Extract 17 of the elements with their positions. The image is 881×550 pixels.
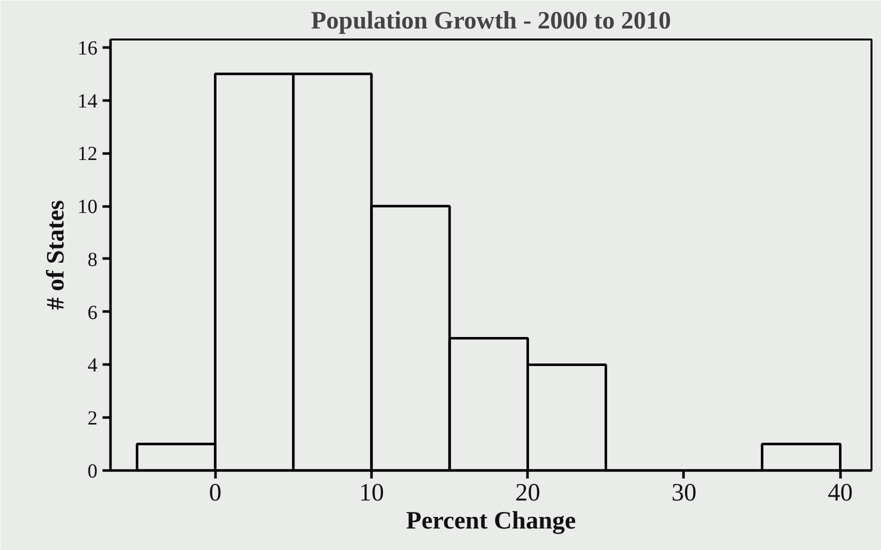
y-tick-label: 2: [88, 408, 98, 430]
y-tick-label: 14: [78, 90, 98, 112]
x-tick-label: 30: [671, 480, 696, 506]
x-tick-label: 20: [515, 480, 540, 506]
x-axis-title: Percent Change: [406, 508, 576, 534]
x-tick-label: 0: [208, 480, 222, 506]
y-tick-label: 0: [88, 460, 98, 482]
y-tick-label: 16: [78, 37, 98, 60]
y-tick-label: 8: [88, 248, 98, 271]
y-tick-label: 6: [88, 302, 98, 324]
y-tick-label: 4: [88, 354, 98, 377]
y-tick-label: 12: [78, 143, 98, 166]
x-tick-label: 40: [828, 480, 853, 506]
y-axis-title: # of States: [42, 200, 70, 310]
y-tick-label: 10: [78, 196, 98, 218]
chart-title: Population Growth - 2000 to 2010: [311, 8, 671, 34]
x-tick-label: 10: [358, 480, 384, 506]
